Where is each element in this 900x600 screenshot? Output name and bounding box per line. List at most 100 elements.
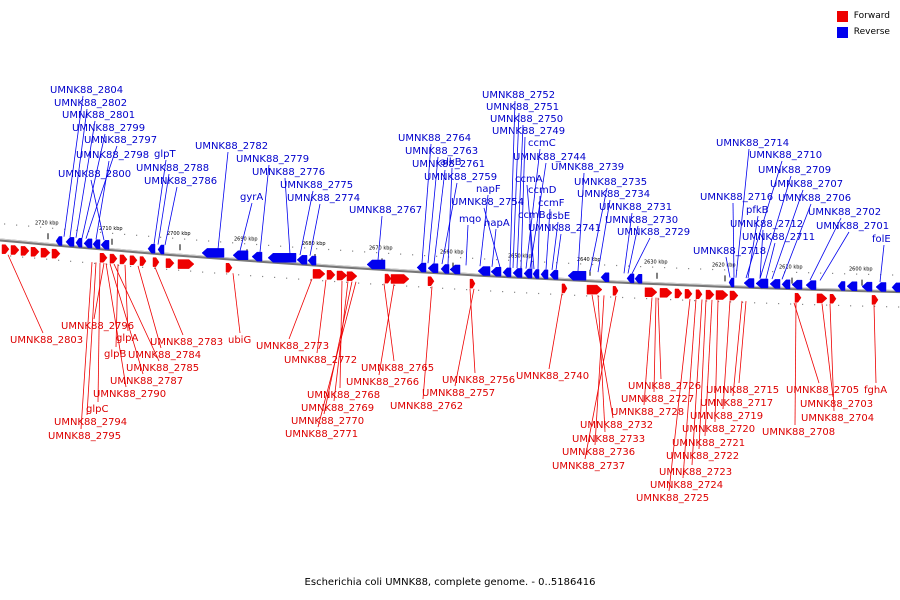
guide-dot-upper (52, 227, 54, 229)
reverse-gene-label: UMNK88_2707 (770, 179, 843, 190)
reverse-gene-arrow (523, 268, 533, 279)
guide-dot-lower (70, 260, 72, 262)
forward-gene-arrow (715, 290, 729, 300)
reverse-gene-arrow (532, 269, 540, 279)
tick-label: 2710 kbp (99, 226, 123, 232)
reverse-leader-line (63, 95, 84, 237)
guide-dot-upper (640, 266, 642, 268)
reverse-gene-label: UMNK88_2716 (700, 192, 773, 203)
guide-dot-lower (826, 304, 828, 306)
guide-dot-upper (808, 272, 810, 274)
guide-dot-lower (118, 264, 120, 266)
guide-dot-upper (484, 258, 486, 260)
forward-leader-line (97, 262, 101, 403)
forward-gene-arrow (612, 286, 619, 296)
guide-dot-upper (76, 229, 78, 231)
guide-dot-upper (868, 273, 870, 275)
reverse-gene-label: UMNK88_2797 (84, 135, 157, 146)
forward-gene-arrow (51, 248, 61, 259)
guide-dot-upper (436, 255, 438, 257)
guide-dot-lower (334, 280, 336, 283)
reverse-leader-line (239, 202, 253, 251)
guide-dot-lower (838, 304, 840, 306)
forward-gene-arrow (1, 244, 10, 254)
guide-dot-upper (388, 252, 390, 254)
forward-leader-line (137, 265, 162, 349)
guide-dot-lower (214, 272, 216, 274)
forward-leader-line (113, 263, 160, 362)
forward-leader-line (454, 288, 475, 387)
reverse-gene-label: UMNK88_2744 (513, 152, 586, 163)
forward-gene-label: UMNK88_2803 (10, 335, 83, 346)
guide-dot-upper (292, 246, 294, 248)
guide-dot-lower (562, 294, 564, 296)
guide-dot-lower (898, 306, 900, 308)
reverse-leader-line (85, 145, 118, 239)
reverse-leader-line (284, 177, 291, 255)
reverse-leader-line (217, 151, 229, 250)
guide-dot-lower (178, 269, 180, 271)
forward-gene-label: UMNK88_2736 (562, 447, 635, 458)
reverse-gene-arrow (440, 264, 450, 274)
reverse-leader-line (427, 156, 439, 264)
reverse-leader-line (879, 244, 885, 283)
reverse-leader-line (555, 233, 562, 271)
forward-leader-line (682, 299, 697, 479)
forward-leader-line (124, 264, 129, 332)
reverse-gene-label: gyrA (240, 192, 263, 203)
forward-gene-arrow (427, 276, 435, 286)
forward-gene-label: glpB (104, 349, 126, 360)
reverse-gene-label: UMNK88_2750 (490, 114, 563, 125)
guide-dot-lower (190, 270, 192, 272)
guide-dot-lower (298, 278, 300, 280)
label-leaders (7, 95, 885, 492)
guide-dot-upper (316, 248, 318, 250)
reverse-gene-label: UMNK88_2711 (742, 232, 815, 243)
guide-dot-upper (532, 260, 534, 263)
forward-gene-label: UMNK88_2732 (580, 420, 653, 431)
forward-gene-label: fghA (864, 385, 887, 396)
reverse-gene-arrow (769, 279, 781, 289)
forward-gene-arrow (816, 293, 828, 304)
reverse-gene-label: ccmC (528, 138, 556, 149)
guide-dot-lower (82, 261, 84, 263)
forward-leader-line (829, 303, 835, 412)
forward-gene-label: glpC (86, 404, 108, 415)
guide-dot-lower (58, 259, 60, 261)
forward-gene-label: UMNK88_2768 (307, 390, 380, 401)
reverse-gene-label: UMNK88_2767 (349, 205, 422, 216)
guide-dot-lower (490, 290, 492, 292)
forward-gene-label: UMNK88_2733 (572, 434, 645, 445)
reverse-leader-line (90, 179, 105, 241)
guide-dot-lower (766, 302, 768, 304)
legend-reverse-label: Reverse (853, 27, 890, 37)
reverse-leader-line (483, 207, 501, 268)
reverse-gene-arrow (861, 281, 873, 292)
forward-leader-line (232, 273, 241, 334)
forward-leader-line (288, 278, 313, 340)
forward-gene-arrow (469, 278, 476, 289)
tick-label: 2680 kbp (302, 241, 326, 247)
reverse-leader-line (259, 164, 270, 253)
guide-dot-upper (796, 271, 798, 273)
guide-dot-upper (520, 260, 522, 262)
forward-leader-line (794, 302, 797, 426)
reverse-gene-label: alkB (440, 157, 462, 168)
reverse-leader-line (747, 215, 759, 279)
forward-leader-line (7, 254, 44, 334)
reverse-gene-label: UMNK88_2788 (136, 163, 209, 174)
forward-gene-label: UMNK88_2717 (700, 398, 773, 409)
guide-dot-upper (604, 264, 606, 266)
reverse-gene-arrow (366, 259, 386, 270)
guide-dot-lower (682, 299, 684, 301)
guide-dot-lower (574, 294, 576, 296)
reverse-gene-label: UMNK88_2764 (398, 133, 471, 144)
guide-dot-upper (28, 225, 30, 227)
reverse-gene-arrow (147, 243, 156, 254)
reverse-gene-arrow (75, 237, 83, 248)
forward-gene-arrow (644, 287, 658, 297)
reverse-gene-arrow (626, 273, 635, 284)
forward-gene-arrow (829, 294, 837, 304)
reverse-leader-line (781, 203, 812, 280)
